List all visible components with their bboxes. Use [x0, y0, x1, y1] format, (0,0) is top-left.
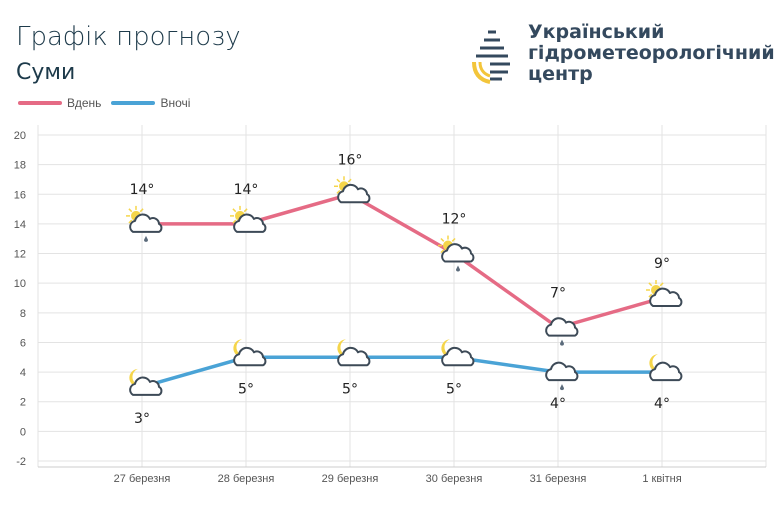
data-label: 16°: [338, 152, 363, 168]
legend-night[interactable]: Вночі: [111, 96, 190, 110]
brand-line3: центр: [528, 63, 593, 85]
legend-day-label: Вдень: [67, 96, 102, 110]
x-tick-label: 31 березня: [530, 473, 587, 485]
moon-cloud-icon: [649, 354, 683, 382]
y-tick-label: 20: [14, 130, 26, 142]
data-label: 14°: [234, 182, 259, 198]
moon-cloud-icon: [129, 368, 163, 396]
y-tick-label: 0: [20, 426, 26, 438]
sun-cloud-icon: [646, 280, 683, 307]
legend-night-swatch: [111, 101, 156, 105]
y-tick-label: -2: [16, 456, 26, 468]
data-label: 7°: [550, 286, 566, 302]
moon-cloud-icon: [441, 339, 475, 367]
y-tick-label: 8: [20, 308, 26, 320]
x-tick-label: 1 квітня: [642, 473, 681, 485]
data-label: 5°: [342, 381, 358, 397]
sun-cloud-rain-icon: [126, 205, 163, 242]
x-tick-label: 30 березня: [426, 473, 483, 485]
ukrhydromet-logo-icon: [472, 30, 510, 84]
y-tick-label: 6: [20, 337, 26, 349]
data-label: 4°: [550, 396, 566, 412]
legend-day[interactable]: Вдень: [18, 96, 101, 110]
cloud-rain-icon: [545, 361, 579, 391]
y-tick-label: 2: [20, 397, 26, 409]
data-label: 5°: [446, 381, 462, 397]
data-label: 12°: [442, 212, 467, 228]
x-tick-label: 29 березня: [322, 473, 379, 485]
data-label: 4°: [654, 396, 670, 412]
data-label: 5°: [238, 381, 254, 397]
brand-name: Український гідрометеорологічний центр: [528, 22, 775, 85]
brand: Український гідрометеорологічний центр: [470, 22, 775, 85]
y-tick-label: 16: [14, 189, 26, 201]
y-tick-label: 12: [14, 249, 26, 261]
y-tick-label: 18: [14, 160, 26, 172]
y-tick-label: 14: [14, 219, 26, 231]
page-title: Графік прогнозу: [16, 22, 241, 52]
data-label: 14°: [130, 182, 155, 198]
cloud-rain-icon: [545, 317, 579, 346]
moon-cloud-icon: [337, 339, 371, 367]
sun-cloud-icon: [230, 205, 267, 233]
x-tick-label: 27 березня: [114, 473, 171, 485]
moon-cloud-icon: [233, 339, 267, 367]
legend: Вдень Вночі: [18, 96, 200, 110]
sun-cloud-icon: [334, 176, 371, 204]
sun-cloud-rain-icon: [438, 235, 475, 272]
brand-line1: Український: [528, 21, 665, 43]
legend-day-swatch: [18, 101, 62, 105]
data-label: 9°: [654, 256, 670, 272]
series-line-day: [142, 192, 663, 330]
legend-night-label: Вночі: [160, 96, 191, 110]
y-tick-label: 4: [20, 367, 26, 379]
city-name: Суми: [16, 60, 76, 85]
brand-line2: гідрометеорологічний: [528, 42, 775, 64]
y-tick-label: 10: [14, 278, 26, 290]
x-tick-label: 28 березня: [218, 473, 275, 485]
data-label: 3°: [134, 411, 150, 427]
